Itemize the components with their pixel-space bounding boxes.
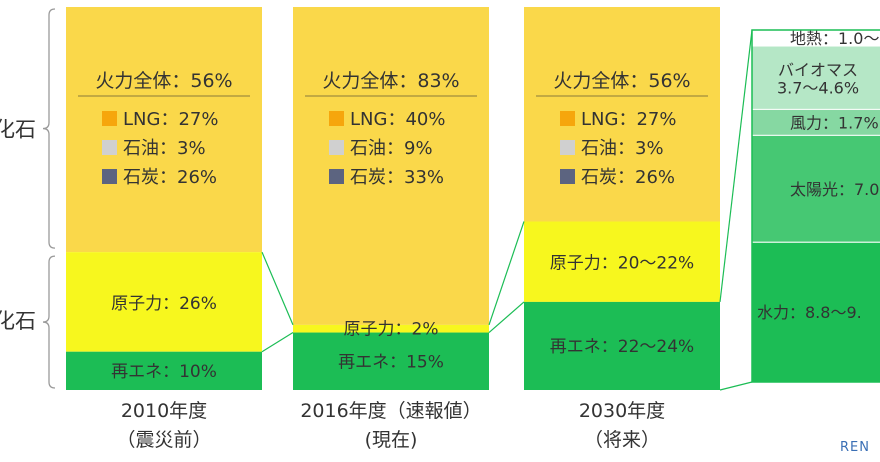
breakdown-swatch-oil — [329, 140, 344, 155]
breakdown-swatch-oil — [560, 140, 575, 155]
breakdown-label-oil: 石油：3% — [123, 138, 206, 159]
bar-nuclear-segment — [524, 221, 720, 302]
breakdown-swatch-coal — [102, 169, 117, 184]
breakdown-swatch-LNG — [560, 111, 575, 126]
renewable-label: 再エネ：10% — [111, 362, 217, 382]
thermal-total-label: 火力全体：83% — [322, 70, 459, 92]
breakdown-swatch-LNG — [329, 111, 344, 126]
category-labels: 2010年度 （震災前） 2016年度（速報値） (現在) 2030年度 （将来） — [116, 400, 665, 451]
renewable-label: 再エネ：15% — [338, 352, 444, 372]
brace-icon — [42, 8, 56, 249]
renewable-label: 再エネ：22～24% — [550, 337, 694, 357]
thermal-total-label: 火力全体：56% — [95, 70, 232, 92]
bar-renewable-segment — [66, 351, 262, 390]
bar-renewable-segment — [524, 301, 720, 390]
breakdown-label-coal: 石炭：26% — [123, 167, 217, 188]
breakdown-label-LNG: LNG：27% — [581, 109, 676, 130]
breakdown-swatch-coal — [560, 169, 575, 184]
stacked-bars: 火力全体：56% LNG：27% 石油：3% 石炭：26% 原子力：26% 再エネ：10%… — [66, 7, 720, 390]
connector-line — [261, 332, 294, 353]
bar-nuclear-segment — [293, 324, 489, 333]
breakdown-label-coal: 石炭：26% — [581, 167, 675, 188]
renewable-label-wind: 風力：1.7% — [790, 113, 879, 132]
connector-line — [488, 301, 525, 334]
thermal-total-label: 火力全体：56% — [553, 70, 690, 92]
brace-icon — [42, 255, 56, 389]
bar-nuclear-segment — [66, 252, 262, 352]
breakdown-label-coal: 石炭：33% — [350, 167, 444, 188]
renewable-segment-biomass — [751, 45, 880, 110]
watermark: REN — [840, 440, 870, 455]
category-label-year: 2010年度 — [121, 400, 207, 422]
category-label-note: （将来） — [584, 429, 660, 451]
category-label-year: 2030年度 — [579, 400, 665, 422]
renewable-segment-hydro — [751, 241, 880, 383]
renewable-label-hydro: 水力：8.8～9. — [757, 303, 862, 322]
breakdown-label-LNG: LNG：40% — [350, 109, 445, 130]
nuclear-label: 原子力：2% — [344, 320, 439, 340]
fossil-label: 化石 — [0, 118, 36, 142]
breakdown-label-LNG: LNG：27% — [123, 109, 218, 130]
connector-line-zoom — [719, 29, 753, 302]
bar-thermal-segment — [293, 7, 489, 325]
connector-lines — [261, 29, 753, 391]
bar-thermal-segment — [66, 7, 262, 253]
bar-thermal-segment — [524, 7, 720, 222]
breakdown-swatch-coal — [329, 169, 344, 184]
breakdown-swatch-LNG — [102, 111, 117, 126]
renewable-label-solar: 太陽光：7.0 — [790, 180, 879, 199]
breakdown-label-oil: 石油：3% — [581, 138, 664, 159]
nuclear-label: 原子力：26% — [111, 294, 217, 314]
breakdown-swatch-oil — [102, 140, 117, 155]
category-label-year: 2016年度（速報値） — [300, 400, 481, 422]
nuclear-label: 原子力：20～22% — [550, 254, 694, 274]
connector-line-zoom — [719, 381, 753, 391]
renewable-sublabel-biomass: 3.7～4.6% — [777, 79, 859, 98]
category-label-note: （震災前） — [116, 429, 211, 451]
renewable-label-biomass: バイオマス — [778, 61, 858, 80]
breakdown-label-oil: 石油：9% — [350, 138, 433, 159]
renewable-label-geothermal: 地熱：1.0～1.1 — [790, 29, 880, 48]
renewable-bar-outline — [751, 29, 880, 383]
connector-line — [488, 221, 525, 326]
category-label-note: (現在) — [365, 429, 418, 451]
bar-renewable-segment — [293, 332, 489, 390]
non-fossil-label: 化石 — [0, 309, 36, 333]
connector-line — [261, 251, 294, 326]
